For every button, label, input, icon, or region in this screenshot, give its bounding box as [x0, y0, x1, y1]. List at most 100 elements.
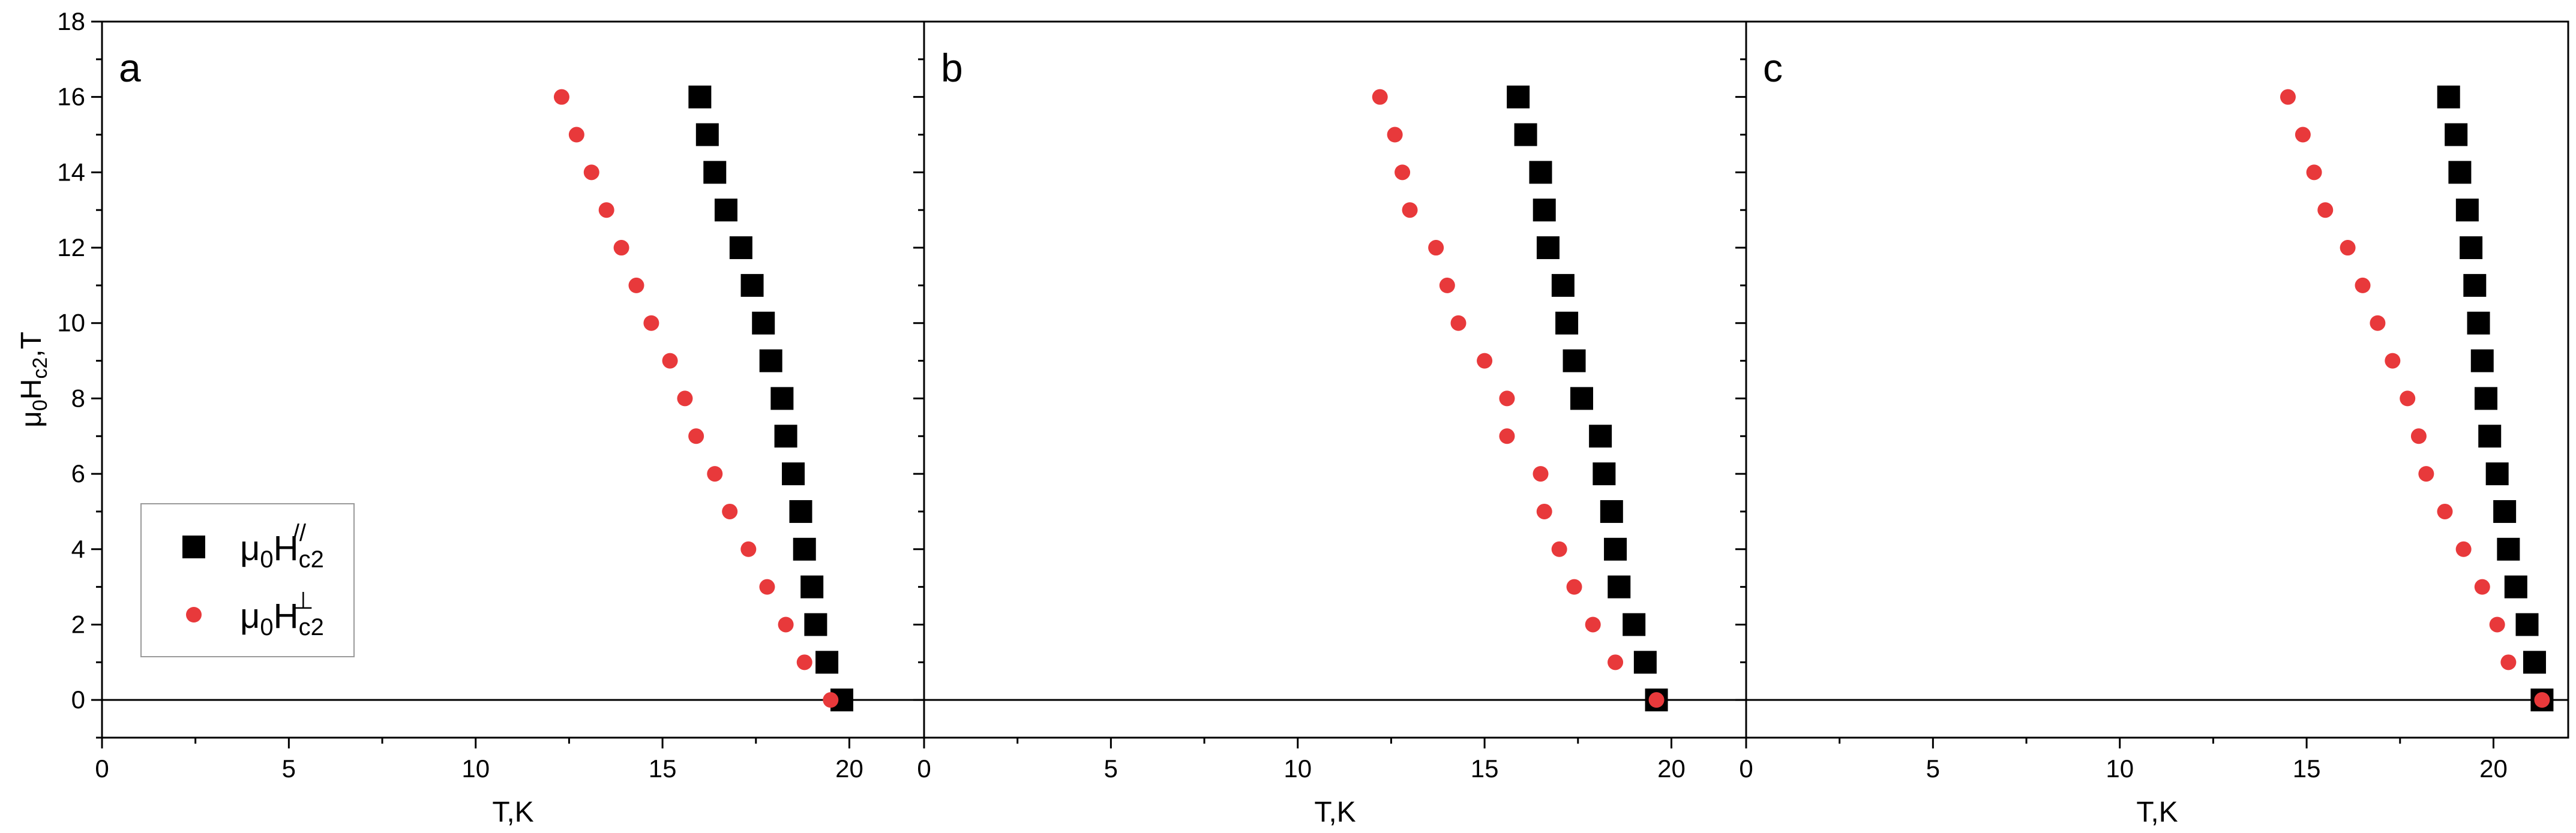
data-point-circle [2370, 315, 2386, 331]
data-point-circle [2295, 127, 2311, 143]
y-tick-label: 0 [71, 685, 85, 714]
data-point-circle [1536, 503, 1552, 519]
data-point-square [2463, 273, 2487, 297]
legend-label: μ0Hc2// [240, 520, 324, 573]
data-point-square [1533, 199, 1556, 222]
data-point-square [688, 85, 712, 109]
legend-marker-square [182, 536, 205, 558]
data-point-circle [2474, 579, 2490, 595]
data-point-square [1551, 273, 1575, 297]
data-point-square [2455, 199, 2479, 222]
data-point-square [1570, 387, 1593, 410]
data-point-circle [1402, 202, 1418, 218]
data-point-circle [662, 353, 678, 369]
legend-label: μ0Hc2⊥ [240, 588, 324, 640]
data-point-square [1600, 500, 1623, 523]
panel-label: a [119, 46, 141, 90]
data-point-circle [707, 466, 723, 482]
data-point-circle [2534, 692, 2550, 708]
x-tick-label: 0 [917, 754, 931, 783]
data-point-circle [2437, 503, 2453, 519]
data-point-square [774, 425, 797, 448]
series-1 [553, 89, 839, 708]
data-point-circle [1439, 277, 1455, 293]
data-point-square [2470, 349, 2494, 372]
data-point-circle [628, 277, 644, 293]
data-point-square [793, 537, 816, 561]
data-point-circle [2317, 202, 2334, 218]
data-point-circle [1499, 390, 1515, 407]
data-point-square [800, 575, 824, 599]
panel-label: b [941, 46, 963, 90]
data-point-circle [2455, 541, 2472, 557]
data-point-square [815, 651, 839, 674]
data-point-circle [2355, 277, 2371, 293]
x-tick-label: 5 [282, 754, 296, 783]
x-tick-label: 15 [1471, 754, 1499, 783]
data-point-square [1593, 462, 1616, 486]
data-point-circle [2500, 654, 2517, 670]
data-point-square [1633, 651, 1657, 674]
data-point-circle [1533, 466, 1549, 482]
data-point-circle [2400, 390, 2416, 407]
x-tick-label: 10 [2106, 754, 2134, 783]
y-tick-label: 18 [57, 7, 85, 35]
data-point-circle [778, 617, 794, 633]
x-tick-label: 0 [1739, 754, 1753, 783]
panel-frame [1745, 20, 2569, 739]
x-tick-label: 20 [2479, 754, 2508, 783]
data-point-circle [583, 164, 599, 181]
data-point-circle [688, 428, 704, 444]
data-point-circle [1608, 654, 1624, 670]
data-point-square [2493, 500, 2517, 523]
data-point-square [789, 500, 812, 523]
data-point-circle [1450, 315, 1467, 331]
panel-b: 0 5 10 15 20 T,K b [913, 20, 1747, 828]
data-point-square [2445, 123, 2468, 146]
data-point-square [782, 462, 805, 486]
panel-a: 0 5 10 15 20 0 2 4 6 8 10 12 14 16 18 T,K a [57, 7, 925, 828]
y-tick-label: 4 [71, 535, 85, 563]
y-tick-label: 2 [71, 610, 85, 638]
x-tick-label: 5 [1104, 754, 1118, 783]
data-point-circle [2385, 353, 2401, 369]
data-point-circle [740, 541, 757, 557]
panel-c: 0 5 10 15 20 T,K c [1735, 20, 2569, 828]
data-point-square [2475, 387, 2497, 410]
data-point-square [759, 349, 782, 372]
data-point-square [714, 199, 737, 222]
data-point-circle [796, 654, 812, 670]
x-tick-label: 20 [835, 754, 863, 783]
x-tick-label: 5 [1926, 754, 1940, 783]
data-point-square [695, 123, 719, 146]
data-point-square [804, 613, 827, 636]
data-point-square [2485, 462, 2509, 486]
data-point-square [1608, 575, 1631, 599]
x-tick-label: 0 [95, 754, 109, 783]
data-point-square [703, 161, 727, 184]
data-point-circle [568, 127, 584, 143]
data-point-square [740, 273, 764, 297]
data-point-circle [677, 390, 693, 407]
data-point-square [1529, 161, 1552, 184]
legend-box [140, 503, 355, 657]
series-0 [2437, 85, 2554, 712]
data-point-circle [2418, 466, 2434, 482]
y-tick-label: 8 [71, 384, 85, 412]
data-point-circle [2340, 240, 2356, 256]
data-point-square [729, 236, 752, 260]
series-1 [2280, 89, 2550, 708]
data-point-square [1563, 349, 1586, 372]
x-axis-label: T,K [2136, 796, 2178, 828]
data-point-square [2515, 613, 2539, 636]
x-axis-label: T,K [1314, 796, 1356, 828]
data-point-square [1555, 311, 1579, 335]
data-point-circle [553, 89, 569, 105]
x-tick-label: 15 [649, 754, 677, 783]
data-point-circle [1566, 579, 1582, 595]
data-point-circle [823, 692, 839, 708]
data-point-circle [1551, 541, 1567, 557]
data-point-circle [1648, 692, 1665, 708]
data-point-square [1589, 425, 1612, 448]
